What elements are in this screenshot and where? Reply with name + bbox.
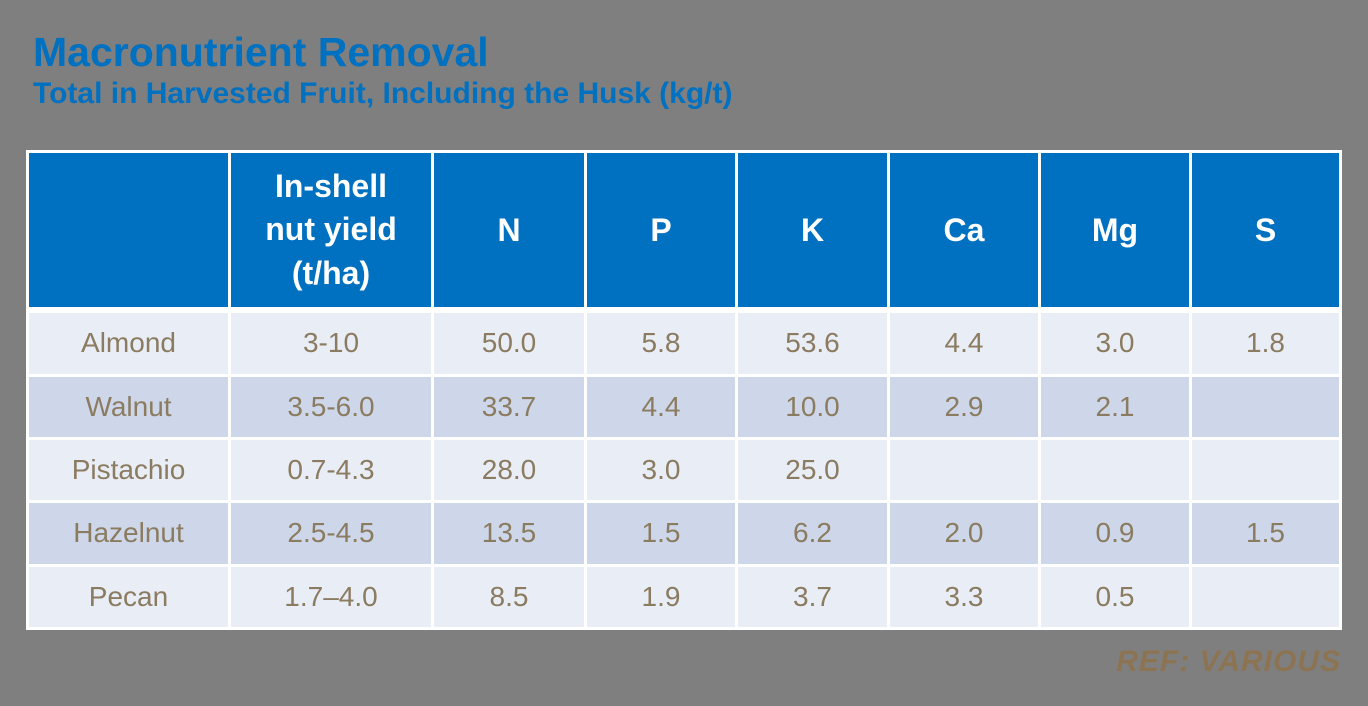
column-header-yield-label: In-shell nut yield (t/ha) [265,168,397,291]
table-cell: 0.5 [1041,566,1189,627]
table-cell: 3.7 [738,566,887,627]
table-cell: 5.8 [587,313,735,374]
table-cell: 3.0 [1041,313,1189,374]
table-cell [1041,439,1189,501]
reference-note: REF: VARIOUS [1116,645,1341,678]
column-header-blank [29,153,228,311]
table-row-pistachio: Pistachio 0.7-4.3 28.0 3.0 25.0 [29,439,1339,501]
page-title: Macronutrient Removal [33,29,489,75]
table-cell: 1.5 [587,503,735,564]
nutrient-table: In-shell nut yield (t/ha) N P K Ca Mg S … [26,150,1342,630]
page-subtitle: Total in Harvested Fruit, Including the … [33,77,733,111]
table-cell: 25.0 [738,439,887,501]
row-header: Hazelnut [29,503,228,564]
table-cell: 2.0 [890,503,1038,564]
column-header-yield: In-shell nut yield (t/ha) [231,153,431,311]
table-cell: 1.7–4.0 [231,566,431,627]
column-header-s: S [1192,153,1339,311]
table-row-almond: Almond 3-10 50.0 5.8 53.6 4.4 3.0 1.8 [29,313,1339,374]
table-cell [1192,439,1339,501]
column-header-ca: Ca [890,153,1038,311]
table-cell: 28.0 [434,439,584,501]
column-header-p: P [587,153,735,311]
table-cell: 8.5 [434,566,584,627]
table-header-row: In-shell nut yield (t/ha) N P K Ca Mg S [29,153,1339,311]
row-header: Pecan [29,566,228,627]
table-cell [1192,376,1339,437]
table-cell: 33.7 [434,376,584,437]
table-cell: 1.9 [587,566,735,627]
row-header: Walnut [29,376,228,437]
table-cell: 4.4 [587,376,735,437]
table-cell [890,439,1038,501]
column-header-mg: Mg [1041,153,1189,311]
table-cell: 6.2 [738,503,887,564]
table-row-pecan: Pecan 1.7–4.0 8.5 1.9 3.7 3.3 0.5 [29,566,1339,627]
table-cell: 3-10 [231,313,431,374]
table-cell: 1.8 [1192,313,1339,374]
column-header-n: N [434,153,584,311]
table-cell: 2.9 [890,376,1038,437]
table-cell: 13.5 [434,503,584,564]
table-cell: 50.0 [434,313,584,374]
table-row-walnut: Walnut 3.5-6.0 33.7 4.4 10.0 2.9 2.1 [29,376,1339,437]
row-header: Pistachio [29,439,228,501]
title-block: Macronutrient Removal Total in Harvested… [33,29,733,112]
table-cell: 4.4 [890,313,1038,374]
column-header-k: K [738,153,887,311]
table-cell: 0.7-4.3 [231,439,431,501]
row-header: Almond [29,313,228,374]
table-row-hazelnut: Hazelnut 2.5-4.5 13.5 1.5 6.2 2.0 0.9 1.… [29,503,1339,564]
table-cell: 10.0 [738,376,887,437]
table-cell: 2.5-4.5 [231,503,431,564]
table-cell: 2.1 [1041,376,1189,437]
table-cell: 3.5-6.0 [231,376,431,437]
table-cell: 53.6 [738,313,887,374]
table-cell: 3.3 [890,566,1038,627]
table-cell: 0.9 [1041,503,1189,564]
table-cell [1192,566,1339,627]
table-cell: 3.0 [587,439,735,501]
table-cell: 1.5 [1192,503,1339,564]
